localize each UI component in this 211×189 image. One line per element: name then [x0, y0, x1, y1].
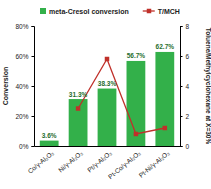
tick-label: Co/γ-Al₂O₃: [26, 149, 56, 176]
tick: 60%: [15, 53, 34, 60]
tick-mark: [32, 146, 35, 147]
data-label: 62.7%: [156, 43, 175, 50]
y2-axis: 0 2 4 6 8: [180, 23, 190, 150]
tick: 40%: [15, 83, 34, 90]
tick: 0: [180, 143, 190, 150]
tick: Pt-Ni/γ-Al₂O₃: [137, 149, 171, 180]
tick-mark: [32, 116, 35, 117]
tick-mark: [180, 56, 183, 57]
tick: 6: [180, 53, 190, 60]
bar: [40, 141, 59, 146]
tick-label: 80%: [15, 23, 28, 30]
tick: 8: [180, 23, 190, 30]
tick: Pt-Co/γ-Al₂O₃: [107, 149, 143, 181]
tick-label: 20%: [15, 113, 28, 120]
tick-label: Pt-Co/γ-Al₂O₃: [107, 149, 143, 181]
tick-mark: [180, 86, 183, 87]
tick-label: 60%: [15, 53, 28, 60]
tick-label: 40%: [15, 83, 28, 90]
marker: [163, 126, 168, 131]
legend-item: meta-Cresol conversion: [40, 8, 129, 15]
tick-mark: [32, 86, 35, 87]
line: [78, 59, 165, 134]
tick-label: 0: [186, 143, 190, 150]
data-label: 38.3%: [98, 80, 117, 87]
y2-axis-title: Toluene/Methylcyclohexane at X=30%: [204, 28, 211, 145]
tick: Co/γ-Al₂O₃: [26, 149, 56, 176]
tick-mark: [32, 26, 35, 27]
chart-container: 3.6% 31.3% 38.3% 56.7% 62.7% 0% 20% 40% 60% 80% 0 2…: [0, 0, 211, 189]
marker: [105, 57, 110, 62]
tick: Ni/γ-Al₂O₃: [57, 149, 85, 174]
tick-label: 2: [186, 113, 190, 120]
tick: Pt/γ-Al₂O₃: [86, 149, 114, 174]
y-axis-title: Conversion: [2, 67, 9, 106]
x-axis: Co/γ-Al₂O₃Ni/γ-Al₂O₃Pt/γ-Al₂O₃Pt-Co/γ-Al…: [26, 147, 180, 181]
tick-mark: [180, 26, 183, 27]
tick: 80%: [15, 23, 34, 30]
marks: [40, 52, 174, 146]
chart: 3.6% 31.3% 38.3% 56.7% 62.7% 0% 20% 40% 60% 80% 0 2…: [0, 0, 211, 189]
tick-label: 4: [186, 83, 190, 90]
tick: 2: [180, 113, 190, 120]
data-label: 31.3%: [69, 91, 88, 98]
data-labels: 3.6% 31.3% 38.3% 56.7% 62.7%: [42, 43, 174, 139]
tick-mark: [180, 116, 183, 117]
tick-label: Pt-Ni/γ-Al₂O₃: [137, 149, 171, 180]
tick: 20%: [15, 113, 34, 120]
marker: [76, 106, 81, 111]
y-axis: 0% 20% 40% 60% 80%: [15, 23, 34, 150]
legend-label: meta-Cresol conversion: [49, 8, 129, 15]
legend-marker: [147, 9, 152, 14]
legend-item: T/MCH: [143, 8, 180, 15]
tick-label: 8: [186, 23, 190, 30]
plot: 3.6% 31.3% 38.3% 56.7% 62.7% 0% 20% 40% 60% 80% 0 2…: [15, 23, 189, 181]
legend-label: T/MCH: [158, 8, 180, 15]
data-label: 56.7%: [127, 52, 146, 59]
legend-swatch: [40, 8, 46, 14]
tick-label: Pt/γ-Al₂O₃: [86, 149, 114, 174]
tick: 4: [180, 83, 190, 90]
legend: meta-Cresol conversion T/MCH: [40, 8, 180, 15]
tick-label: 6: [186, 53, 190, 60]
tick-mark: [32, 56, 35, 57]
bar: [69, 99, 88, 146]
tick-label: 0%: [19, 143, 29, 150]
tick-label: Ni/γ-Al₂O₃: [57, 149, 85, 174]
axis-line: [32, 27, 35, 147]
tick: 0%: [19, 143, 34, 150]
axis-line: [35, 146, 181, 147]
data-label: 3.6%: [42, 132, 57, 139]
bar: [155, 52, 174, 146]
bar: [98, 89, 117, 146]
axis-line: [181, 27, 183, 147]
marker: [134, 132, 139, 137]
